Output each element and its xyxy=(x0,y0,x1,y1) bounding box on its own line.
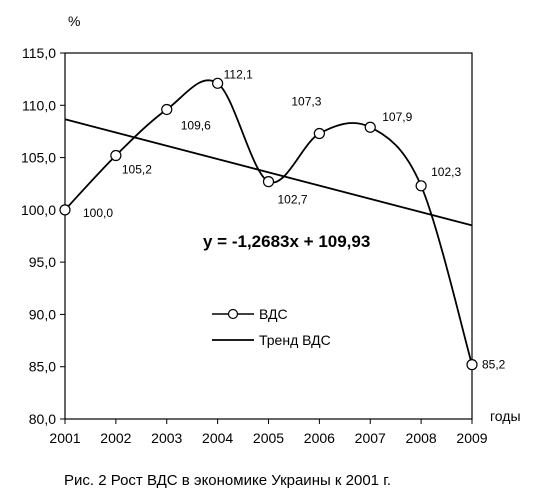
y-tick-label: 105,0 xyxy=(21,150,56,166)
data-label: 107,3 xyxy=(291,95,321,109)
x-tick-label: 2001 xyxy=(49,430,80,446)
x-tick-label: 2005 xyxy=(253,430,284,446)
data-label: 109,6 xyxy=(181,118,211,132)
legend-label-vds: ВДС xyxy=(259,306,288,322)
x-axis-label: годы xyxy=(490,408,521,424)
data-label: 100,0 xyxy=(83,206,113,220)
data-label: 85,2 xyxy=(482,358,506,372)
data-label: 105,2 xyxy=(122,162,152,176)
x-tick-label: 2009 xyxy=(456,430,487,446)
trend-equation: y = -1,2683x + 109,93 xyxy=(203,232,370,251)
x-tick-label: 2006 xyxy=(304,430,335,446)
legend-label-trend: Тренд ВДС xyxy=(259,332,331,348)
y-tick-label: 80,0 xyxy=(29,411,56,427)
y-tick-label: 100,0 xyxy=(21,202,56,218)
trend-line xyxy=(64,118,473,227)
data-label: 107,9 xyxy=(382,110,412,124)
data-point xyxy=(313,127,325,140)
legend-marker-vds xyxy=(227,308,239,320)
data-label: 112,1 xyxy=(224,67,253,81)
y-tick-label: 115,0 xyxy=(22,45,56,61)
x-tick-label: 2002 xyxy=(100,430,131,446)
x-tick-label: 2007 xyxy=(355,430,386,446)
data-point xyxy=(262,176,275,188)
x-tick-label: 2004 xyxy=(202,430,233,446)
y-unit-label: % xyxy=(68,13,80,29)
data-point xyxy=(59,204,71,216)
data-point xyxy=(212,77,224,89)
y-tick-label: 110,0 xyxy=(22,97,56,113)
data-label: 102,7 xyxy=(278,193,308,207)
chart-caption: Рис. 2 Рост ВДС в экономике Украины к 20… xyxy=(64,472,391,489)
data-point xyxy=(161,103,173,116)
y-tick-label: 95,0 xyxy=(29,254,56,270)
data-point xyxy=(466,359,478,371)
data-point xyxy=(364,121,376,133)
y-tick-label: 85,0 xyxy=(29,359,56,375)
x-tick-label: 2003 xyxy=(151,430,182,446)
x-tick-label: 2008 xyxy=(406,430,437,446)
data-point xyxy=(110,149,122,162)
data-point xyxy=(415,180,427,192)
data-label: 102,3 xyxy=(431,165,461,179)
y-tick-label: 90,0 xyxy=(29,306,56,322)
